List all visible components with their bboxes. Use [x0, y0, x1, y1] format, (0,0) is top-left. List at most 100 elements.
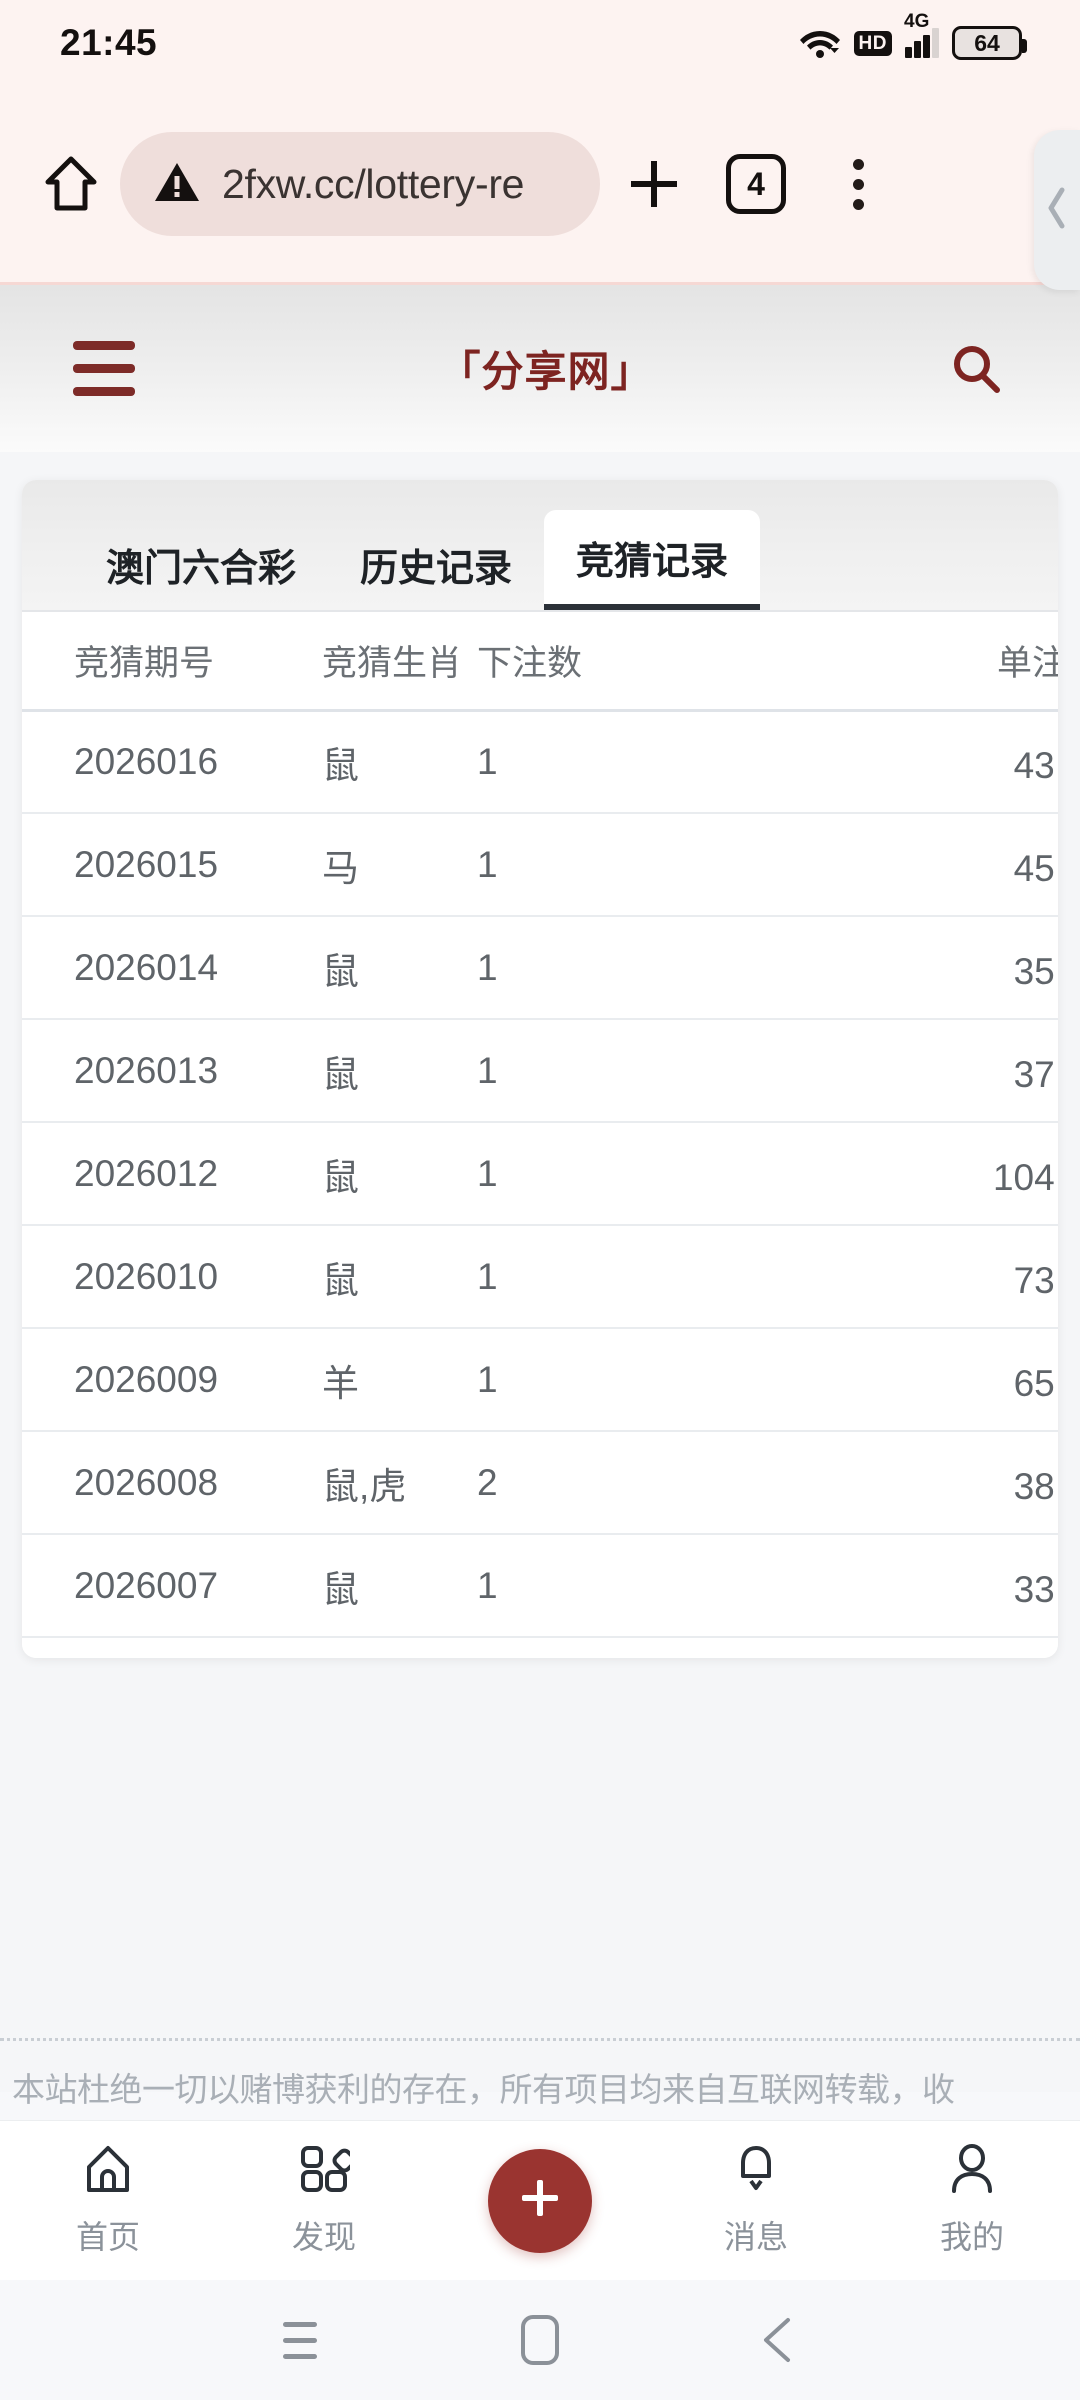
- cell-bets: 1: [477, 1019, 647, 1123]
- records-table-wrapper[interactable]: 竞猜期号 竞猜生肖 下注数 单注金 2026016 鼠 1 43 金: [22, 612, 1058, 1658]
- tab-history-records[interactable]: 历史记录: [360, 547, 513, 590]
- cell-zodiac: 鼠: [322, 710, 477, 814]
- cell-bets: 1: [477, 1225, 647, 1329]
- col-header-bets: 下注数: [477, 612, 647, 712]
- nav-label-home: 首页: [75, 2219, 140, 2255]
- col-header-zodiac: 竞猜生肖: [322, 612, 477, 712]
- grid-discover-icon: [298, 2143, 357, 2200]
- tab-count: 4: [726, 154, 786, 214]
- nav-label-profile: 我的: [939, 2219, 1004, 2255]
- cell-period: 2026008: [22, 1431, 322, 1535]
- table-row[interactable]: 2026009 羊 1 65 金: [22, 1328, 1058, 1432]
- disclaimer: 本站杜绝一切以赌博获利的存在，所有项目均来自互联网转载，收: [0, 2038, 1080, 2111]
- cell-bets: 2: [477, 1637, 647, 1658]
- guess-records-table: 竞猜期号 竞猜生肖 下注数 单注金 2026016 鼠 1 43 金: [22, 612, 1058, 1658]
- tab-macau-lottery[interactable]: 澳门六合彩: [106, 547, 297, 590]
- cell-zodiac: 马: [322, 813, 477, 917]
- cell-bets: 1: [477, 1122, 647, 1226]
- nav-label-messages: 消息: [723, 2219, 788, 2255]
- nav-item-home[interactable]: 首页: [0, 2143, 216, 2258]
- home-square-icon[interactable]: [495, 2295, 585, 2385]
- col-header-amount: 单注金: [647, 612, 1058, 712]
- cell-period: 2026013: [22, 1019, 322, 1123]
- cell-period: 2026016: [22, 710, 322, 814]
- cell-amount: 104 金: [647, 1122, 1058, 1226]
- table-header-row: 竞猜期号 竞猜生肖 下注数 单注金: [22, 612, 1058, 712]
- status-clock: 21:45: [60, 22, 158, 63]
- cell-period: 2026014: [22, 916, 322, 1020]
- status-bar: 21:45 HD 4G 64: [0, 0, 1080, 86]
- cell-bets: 1: [477, 1534, 647, 1638]
- table-row[interactable]: 2026007 鼠 1 33 金: [22, 1534, 1058, 1638]
- cell-zodiac: 鼠: [322, 1019, 477, 1123]
- cell-zodiac: 鼠,虎: [322, 1431, 477, 1535]
- cell-amount: 35 金: [647, 916, 1058, 1020]
- cell-period: 2026009: [22, 1328, 322, 1432]
- cell-amount: 15 金: [647, 1637, 1058, 1658]
- network-type-label: 4G: [904, 11, 930, 32]
- table-row[interactable]: 2026015 马 1 45 金: [22, 813, 1058, 917]
- cell-zodiac: 鼠: [322, 1122, 477, 1226]
- tab-switcher-button[interactable]: 4: [708, 136, 804, 232]
- person-icon: [946, 2143, 998, 2200]
- browser-toolbar: 2fxw.cc/lottery-re 4: [0, 86, 1080, 282]
- cell-amount: 43 金: [647, 710, 1058, 814]
- kebab-menu-icon[interactable]: [810, 136, 906, 232]
- cell-bets: 1: [477, 1328, 647, 1432]
- table-row[interactable]: 2026008 鼠,虎 2 38 金: [22, 1431, 1058, 1535]
- url-bar[interactable]: 2fxw.cc/lottery-re: [120, 132, 600, 236]
- cell-amount: 73 金: [647, 1225, 1058, 1329]
- table-row[interactable]: 2026016 鼠 1 43 金: [22, 710, 1058, 814]
- cell-amount: 38 金: [647, 1431, 1058, 1535]
- site-header: 「分享网」: [0, 282, 1080, 452]
- disclaimer-text: 本站杜绝一切以赌博获利的存在，所有项目均来自互联网转载，收: [12, 2071, 955, 2108]
- hd-badge: HD: [853, 30, 892, 56]
- home-icon: [82, 2143, 134, 2200]
- chevron-left-icon: [1046, 187, 1068, 234]
- cell-period: 2026006: [22, 1637, 322, 1658]
- table-row[interactable]: 2026013 鼠 1 37 金: [22, 1019, 1058, 1123]
- recents-icon[interactable]: [255, 2295, 345, 2385]
- plus-icon: [517, 2175, 563, 2226]
- table-row[interactable]: 2026010 鼠 1 73 金: [22, 1225, 1058, 1329]
- cell-zodiac: 羊: [322, 1328, 477, 1432]
- status-icons: HD 4G 64: [799, 12, 1027, 63]
- android-nav-bar: [0, 2280, 1080, 2400]
- wifi-icon: [799, 24, 841, 63]
- battery-level: 64: [974, 29, 1000, 56]
- cell-zodiac: 鼠: [322, 1534, 477, 1638]
- tab-bar: 澳门六合彩 历史记录 竞猜记录: [22, 480, 1058, 612]
- cell-bets: 2: [477, 1431, 647, 1535]
- hamburger-menu-icon[interactable]: [48, 313, 160, 425]
- new-tab-button[interactable]: [606, 136, 702, 232]
- cell-period: 2026015: [22, 813, 322, 917]
- search-icon[interactable]: [932, 324, 1022, 414]
- nav-item-discover[interactable]: 发现: [216, 2143, 432, 2258]
- table-row[interactable]: 2026006 马,猴 2 15 金: [22, 1637, 1058, 1658]
- home-icon[interactable]: [28, 141, 114, 227]
- cell-period: 2026012: [22, 1122, 322, 1226]
- cell-bets: 1: [477, 813, 647, 917]
- table-row[interactable]: 2026012 鼠 1 104 金: [22, 1122, 1058, 1226]
- nav-item-profile[interactable]: 我的: [864, 2143, 1080, 2258]
- cell-amount: 37 金: [647, 1019, 1058, 1123]
- back-triangle-icon[interactable]: [735, 2295, 825, 2385]
- bottom-nav: 首页 发现: [0, 2120, 1080, 2280]
- cell-amount: 33 金: [647, 1534, 1058, 1638]
- cell-period: 2026007: [22, 1534, 322, 1638]
- cell-amount: 45 金: [647, 813, 1058, 917]
- cell-zodiac: 鼠: [322, 1225, 477, 1329]
- tab-guess-records[interactable]: 竞猜记录: [544, 510, 761, 610]
- signal-icon: 4G: [904, 12, 939, 58]
- add-button[interactable]: [488, 2148, 592, 2253]
- records-card: 澳门六合彩 历史记录 竞猜记录 竞猜期号 竞猜生肖 下注数 单注金: [22, 480, 1058, 1658]
- cell-period: 2026010: [22, 1225, 322, 1329]
- main-content: 澳门六合彩 历史记录 竞猜记录 竞猜期号 竞猜生肖 下注数 单注金: [0, 452, 1080, 2108]
- nav-item-messages[interactable]: 消息: [648, 2143, 864, 2258]
- cell-zodiac: 马,猴: [322, 1637, 477, 1658]
- insecure-warning-icon: [154, 161, 200, 208]
- side-panel-handle[interactable]: [1034, 130, 1080, 290]
- table-row[interactable]: 2026014 鼠 1 35 金: [22, 916, 1058, 1020]
- battery-icon: 64: [952, 26, 1027, 60]
